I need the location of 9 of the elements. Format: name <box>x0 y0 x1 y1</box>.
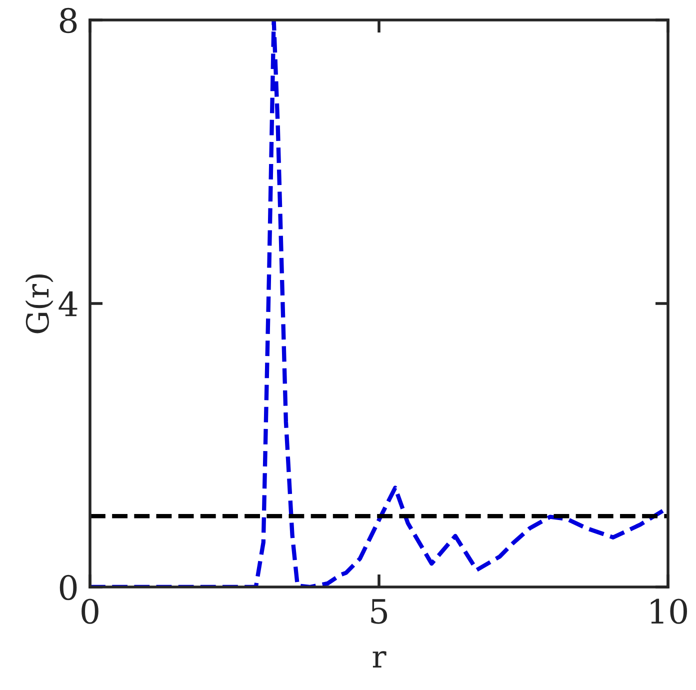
x-tick-label: 5 <box>371 599 388 624</box>
x-tick-label: 0 <box>82 598 98 624</box>
x-axis-title: r <box>372 651 386 668</box>
y-axis-title: G(r) <box>25 274 54 334</box>
x-tick-label: 10 <box>650 598 687 624</box>
line-series <box>90 20 666 587</box>
y-tick-label: 8 <box>60 8 77 34</box>
y-tick-label: 0 <box>60 574 77 600</box>
y-tick-label: 4 <box>58 291 78 316</box>
